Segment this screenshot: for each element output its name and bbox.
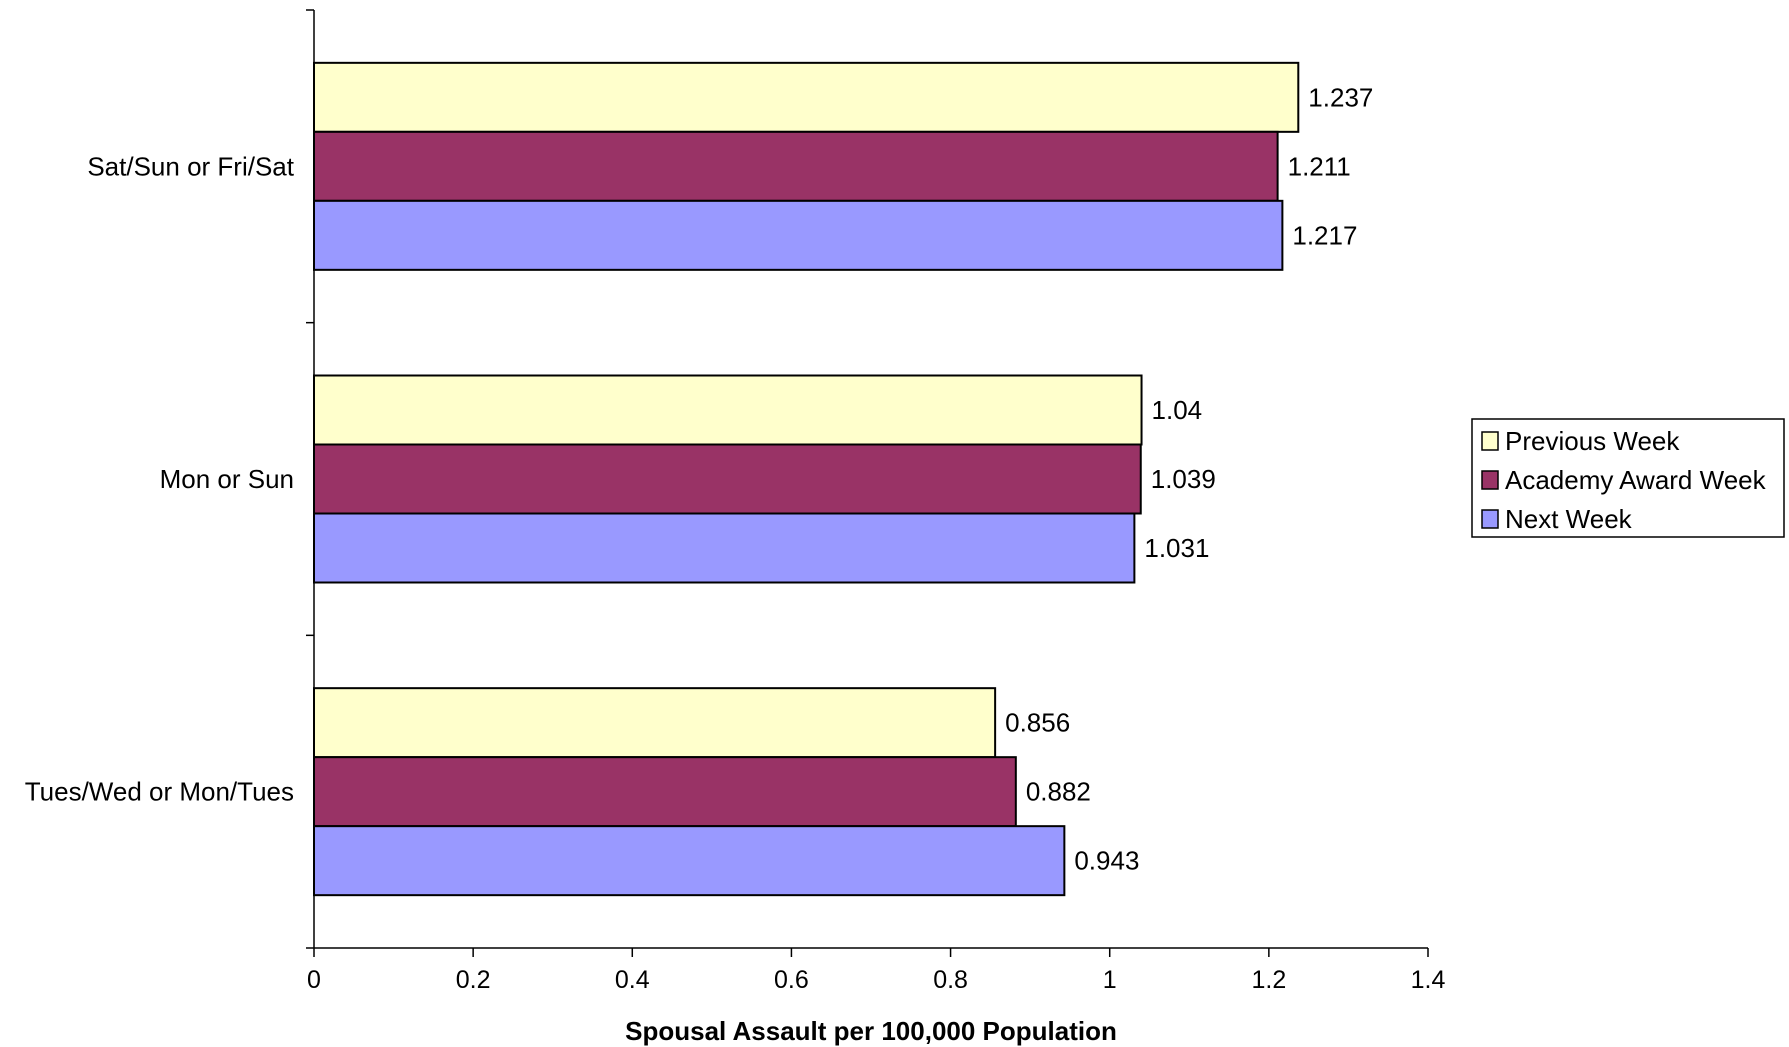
axes-layer xyxy=(306,9,1429,957)
bar xyxy=(313,756,1017,828)
data-label: 1.039 xyxy=(1151,464,1216,494)
x-tick-label: 0.4 xyxy=(615,966,650,994)
bar xyxy=(313,374,1143,446)
bar xyxy=(313,687,997,759)
bar xyxy=(313,61,1300,133)
bar xyxy=(313,443,1142,515)
bars-layer xyxy=(313,61,1300,897)
legend: Previous Week Academy Award Week Next Week xyxy=(1471,418,1785,538)
bar xyxy=(313,825,1066,897)
x-tick-label: 1 xyxy=(1103,966,1117,994)
data-label: 0.943 xyxy=(1074,846,1139,876)
legend-swatch xyxy=(1481,431,1499,451)
legend-swatch xyxy=(1481,470,1499,490)
data-label: 1.04 xyxy=(1152,395,1203,425)
x-axis-title: Spousal Assault per 100,000 Population xyxy=(625,1016,1117,1046)
legend-label: Previous Week xyxy=(1505,426,1680,456)
category-label: Tues/Wed or Mon/Tues xyxy=(25,777,294,807)
x-tick-label: 1.4 xyxy=(1411,966,1446,994)
legend-box xyxy=(1471,418,1785,538)
data-label: 1.237 xyxy=(1308,82,1373,112)
x-tick-label: 0.2 xyxy=(456,966,491,994)
bar xyxy=(313,199,1284,271)
category-label: Mon or Sun xyxy=(160,464,294,494)
bar xyxy=(313,512,1136,584)
data-label: 1.031 xyxy=(1144,533,1209,563)
data-label: 1.211 xyxy=(1288,151,1351,181)
legend-swatch xyxy=(1481,509,1499,529)
legend-label: Academy Award Week xyxy=(1505,465,1767,495)
x-tick-label: 1.2 xyxy=(1251,966,1286,994)
data-label: 0.882 xyxy=(1026,777,1091,807)
x-tick-label: 0 xyxy=(307,966,321,994)
bar xyxy=(313,130,1279,202)
category-label: Sat/Sun or Fri/Sat xyxy=(87,151,294,181)
x-tick-label: 0.8 xyxy=(933,966,968,994)
labels-layer: 1.237 1.211 1.217 Sat/Sun or Fri/Sat 1.04 1.0… xyxy=(25,82,1446,994)
x-tick-label: 0.6 xyxy=(774,966,809,994)
legend-label: Next Week xyxy=(1505,504,1633,534)
data-label: 1.217 xyxy=(1292,220,1357,250)
data-label: 0.856 xyxy=(1005,708,1070,738)
